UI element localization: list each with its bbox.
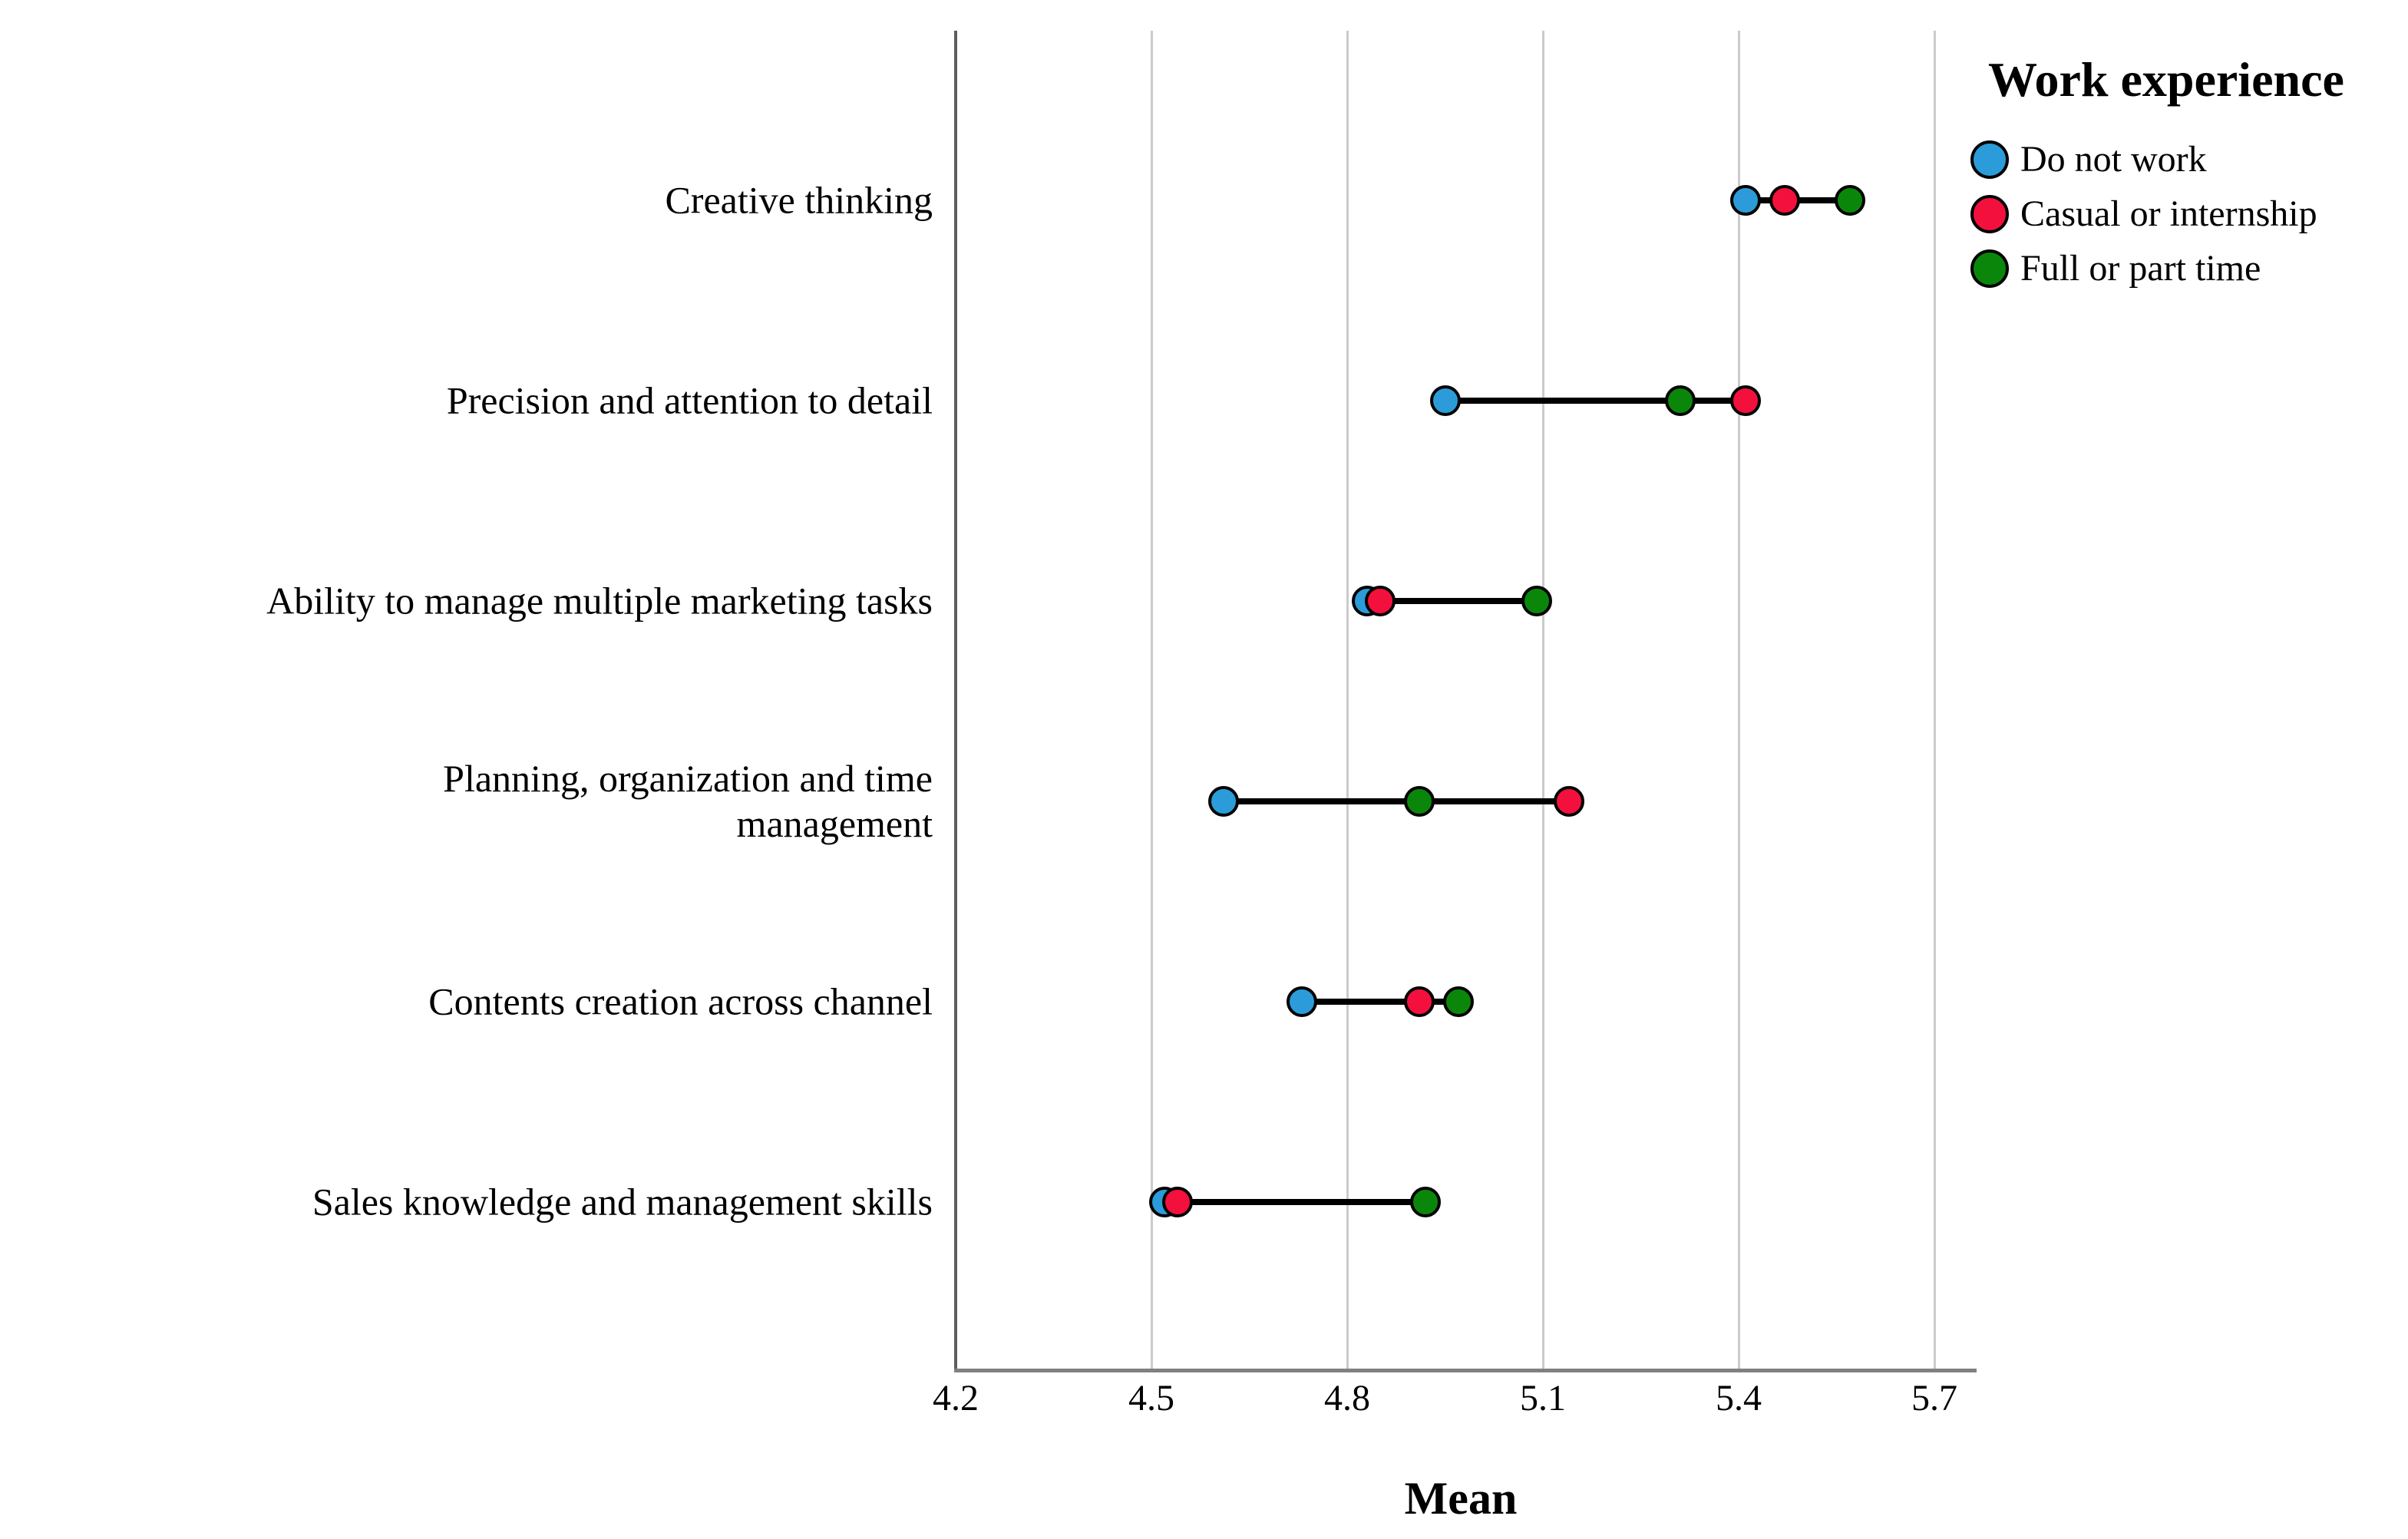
data-point-dot bbox=[1664, 385, 1696, 416]
category-label: Precision and attention to detail bbox=[446, 378, 933, 422]
x-tick-label: 4.5 bbox=[1128, 1378, 1174, 1418]
vertical-gridline bbox=[1541, 31, 1544, 1371]
vertical-gridline bbox=[1150, 31, 1153, 1371]
legend-item-label: Casual or internship bbox=[2020, 193, 2317, 234]
data-point-dot bbox=[1729, 385, 1761, 416]
connector-line bbox=[1164, 1199, 1425, 1205]
data-point-dot bbox=[1403, 786, 1435, 817]
connector-line bbox=[1445, 398, 1746, 404]
x-tick-label: 4.8 bbox=[1324, 1378, 1370, 1418]
category-label: Creative thinking bbox=[665, 178, 933, 222]
legend-swatch bbox=[1970, 195, 2009, 233]
data-point-dot bbox=[1429, 385, 1461, 416]
legend-swatch bbox=[1970, 249, 2009, 288]
x-tick-label: 5.4 bbox=[1716, 1378, 1762, 1418]
data-point-dot bbox=[1162, 1187, 1193, 1217]
category-label: Contents creation across channel bbox=[428, 979, 933, 1023]
connector-line bbox=[1301, 999, 1458, 1005]
data-point-dot bbox=[1769, 185, 1800, 216]
data-point-dot bbox=[1521, 586, 1552, 616]
category-label: Sales knowledge and management skills bbox=[312, 1180, 933, 1224]
data-point-dot bbox=[1554, 786, 1584, 817]
data-point-dot bbox=[1442, 986, 1474, 1017]
legend-item-label: Full or part time bbox=[2020, 248, 2261, 289]
y-axis-line bbox=[954, 31, 957, 1371]
x-tick-label: 5.7 bbox=[1911, 1378, 1957, 1418]
connector-line bbox=[1366, 598, 1537, 604]
data-point-dot bbox=[1834, 185, 1865, 216]
vertical-gridline bbox=[1933, 31, 1936, 1371]
legend-swatch bbox=[1970, 140, 2009, 179]
x-tick-label: 5.1 bbox=[1520, 1378, 1566, 1418]
data-point-dot bbox=[1207, 786, 1239, 817]
category-label: Planning, organization and time manageme… bbox=[443, 757, 933, 845]
data-point-dot bbox=[1364, 586, 1396, 616]
connector-line bbox=[1223, 798, 1569, 804]
data-point-dot bbox=[1286, 986, 1317, 1017]
data-point-dot bbox=[1410, 1187, 1441, 1217]
data-point-dot bbox=[1729, 185, 1761, 216]
legend-title: Work experience bbox=[1988, 52, 2344, 107]
vertical-gridline bbox=[1346, 31, 1349, 1371]
legend-item-label: Do not work bbox=[2020, 139, 2207, 180]
data-point-dot bbox=[1403, 986, 1435, 1017]
category-label: Ability to manage multiple marketing tas… bbox=[266, 579, 933, 623]
x-tick-label: 4.2 bbox=[933, 1378, 979, 1418]
x-axis-line bbox=[954, 1369, 1977, 1372]
x-axis-title: Mean bbox=[1404, 1473, 1518, 1524]
vertical-gridline bbox=[1737, 31, 1740, 1371]
